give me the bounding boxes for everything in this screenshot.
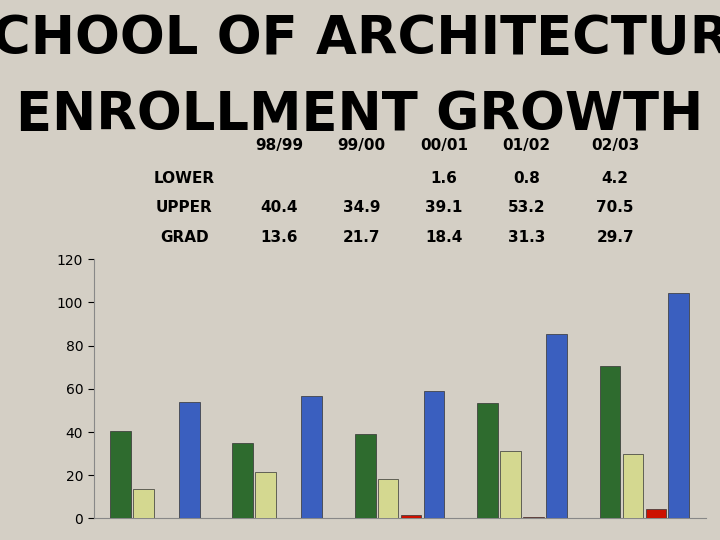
Text: 13.6: 13.6 xyxy=(261,230,298,245)
Text: 18.4: 18.4 xyxy=(426,230,463,245)
Text: 0.8: 0.8 xyxy=(513,171,540,186)
Bar xyxy=(355,434,376,518)
Bar xyxy=(256,471,276,518)
Bar xyxy=(133,489,153,518)
Bar xyxy=(600,366,621,518)
Bar xyxy=(646,509,666,518)
Text: GRAD: GRAD xyxy=(160,230,209,245)
Bar xyxy=(623,454,643,518)
Text: 02/03: 02/03 xyxy=(591,138,639,153)
Text: 4.2: 4.2 xyxy=(602,171,629,186)
Bar xyxy=(477,403,498,518)
Text: 40.4: 40.4 xyxy=(261,200,298,215)
Bar xyxy=(668,293,689,518)
Text: 39.1: 39.1 xyxy=(426,200,463,215)
Text: LOWER: LOWER xyxy=(154,171,215,186)
Bar xyxy=(401,515,421,518)
Bar xyxy=(523,517,544,518)
Text: 99/00: 99/00 xyxy=(338,138,386,153)
Bar xyxy=(500,451,521,518)
Bar xyxy=(110,431,131,518)
Text: 21.7: 21.7 xyxy=(343,230,380,245)
Text: 54: 54 xyxy=(269,260,290,275)
Text: 00/01: 00/01 xyxy=(420,138,468,153)
Bar xyxy=(233,443,253,518)
Text: 85.2: 85.2 xyxy=(508,260,545,275)
Text: 31.3: 31.3 xyxy=(508,230,545,245)
Text: 70.5: 70.5 xyxy=(596,200,634,215)
Text: ENROLLMENT GROWTH: ENROLLMENT GROWTH xyxy=(17,89,703,141)
Text: 53.2: 53.2 xyxy=(508,200,545,215)
Text: 98/99: 98/99 xyxy=(256,138,303,153)
Bar xyxy=(301,396,322,518)
Text: 34.9: 34.9 xyxy=(343,200,380,215)
Bar xyxy=(179,402,199,518)
Text: 56.5: 56.5 xyxy=(343,260,381,275)
Text: 59.1: 59.1 xyxy=(426,260,463,275)
Bar xyxy=(378,478,398,518)
Text: TOTAL: TOTAL xyxy=(157,260,212,275)
Bar xyxy=(423,391,444,518)
Text: SCHOOL OF ARCHITECTURE: SCHOOL OF ARCHITECTURE xyxy=(0,14,720,65)
Bar xyxy=(546,334,567,518)
Text: 104.4: 104.4 xyxy=(591,260,639,275)
Text: 1.6: 1.6 xyxy=(431,171,457,186)
Text: UPPER: UPPER xyxy=(156,200,212,215)
Text: 29.7: 29.7 xyxy=(596,230,634,245)
Text: 01/02: 01/02 xyxy=(503,138,551,153)
